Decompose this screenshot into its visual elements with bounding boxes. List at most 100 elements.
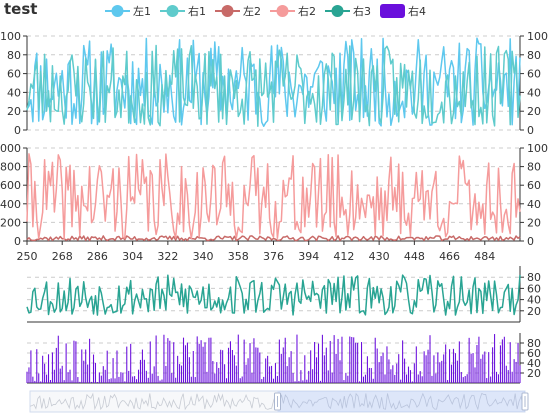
right-axis-tick-label: 40 [527, 198, 541, 211]
legend-line-icon [270, 5, 295, 17]
right-axis-tick-label: 20 [527, 105, 541, 118]
bar [106, 350, 108, 383]
right-axis-tick-label: 80 [527, 271, 541, 284]
bar [482, 354, 484, 383]
bar [472, 353, 474, 383]
legend-item[interactable]: 左2 [215, 3, 261, 19]
bar [165, 365, 167, 383]
bar [265, 358, 267, 383]
bar [425, 355, 427, 383]
right-axis-tick-label: 20 [527, 367, 541, 380]
legend-item[interactable]: 右3 [325, 3, 371, 19]
bar [179, 364, 181, 383]
bar [91, 381, 93, 383]
bar [497, 374, 500, 383]
bar [357, 342, 359, 383]
bar [251, 372, 253, 383]
bar [259, 352, 261, 383]
bar [149, 341, 151, 383]
bar [409, 370, 411, 383]
bar [136, 379, 138, 383]
bar [67, 372, 69, 383]
zoom-selected-range[interactable] [277, 391, 526, 412]
x-axis-tick-label: 376 [263, 250, 284, 263]
x-axis-tick-label: 322 [157, 250, 178, 263]
legend-item[interactable]: 左1 [105, 3, 151, 19]
bar [353, 337, 355, 383]
series-line [26, 44, 521, 127]
bar [57, 335, 59, 383]
bar [122, 372, 124, 383]
bar [351, 337, 353, 383]
bar [153, 366, 155, 383]
bar [272, 378, 275, 383]
left-axis-tick-label: 0 [14, 124, 21, 137]
bar [71, 380, 73, 383]
bar [398, 354, 400, 383]
x-axis-tick-label: 484 [474, 250, 495, 263]
bar [314, 342, 316, 383]
bar [249, 343, 251, 383]
right-axis-tick-label: 60 [527, 282, 541, 295]
bar [490, 376, 492, 383]
right-axis-tick-label: 20 [527, 216, 541, 229]
right-axis-tick-label: 40 [527, 86, 541, 99]
bar [423, 351, 425, 383]
series-line [26, 235, 521, 242]
bar [98, 372, 100, 383]
legend-label: 右2 [298, 5, 316, 18]
x-axis-tick-label: 448 [404, 250, 425, 263]
bar [507, 370, 509, 383]
bar [347, 375, 349, 383]
left-axis-tick-label: 60 [7, 68, 21, 81]
legend-item[interactable]: 右4 [380, 3, 426, 19]
bar [257, 347, 259, 383]
legend-line-icon [160, 5, 185, 17]
bar [282, 347, 284, 383]
bar [513, 359, 515, 383]
bar [509, 342, 511, 383]
bar [83, 360, 85, 383]
left-axis-tick-label: 0 [14, 235, 21, 248]
bar [441, 360, 443, 383]
bar [294, 381, 296, 383]
bar [515, 361, 517, 383]
legend-label: 左2 [243, 5, 261, 18]
bar [173, 342, 175, 383]
bar [421, 376, 423, 383]
bar [359, 381, 361, 383]
bar [288, 357, 290, 383]
left-axis-tick-label: 200 [0, 216, 21, 229]
legend: 左1 右1 左2 右2 右3 右4 [105, 3, 435, 19]
bar [161, 379, 163, 383]
bar [32, 376, 34, 383]
bar [26, 371, 28, 383]
bar [55, 347, 57, 383]
bar [335, 353, 337, 383]
data-zoom-slider[interactable] [29, 390, 529, 413]
x-axis: 250 268 286 304 322 340 358 376 394 412 430 448 466 4… [17, 240, 520, 263]
right-axis-tick-label: 60 [527, 68, 541, 81]
bar [517, 343, 519, 383]
bar [274, 363, 276, 383]
bar [243, 339, 245, 383]
bar [79, 381, 81, 383]
bar [419, 371, 421, 383]
bar [474, 367, 476, 383]
series-line [26, 274, 521, 316]
x-axis-tick-label: 358 [228, 250, 249, 263]
chart-title: test [4, 0, 38, 18]
bar [462, 377, 464, 383]
bar [36, 349, 38, 383]
right-axis-tick-label: 20 [527, 305, 541, 318]
legend-item[interactable]: 右2 [270, 3, 316, 19]
bar [128, 370, 130, 383]
x-axis-tick-label: 412 [333, 250, 354, 263]
bar [349, 336, 351, 383]
bar [175, 377, 177, 383]
legend-item[interactable]: 右1 [160, 3, 206, 19]
bar [355, 342, 357, 383]
bar [325, 347, 327, 383]
bar [402, 340, 404, 383]
bar [343, 380, 345, 383]
